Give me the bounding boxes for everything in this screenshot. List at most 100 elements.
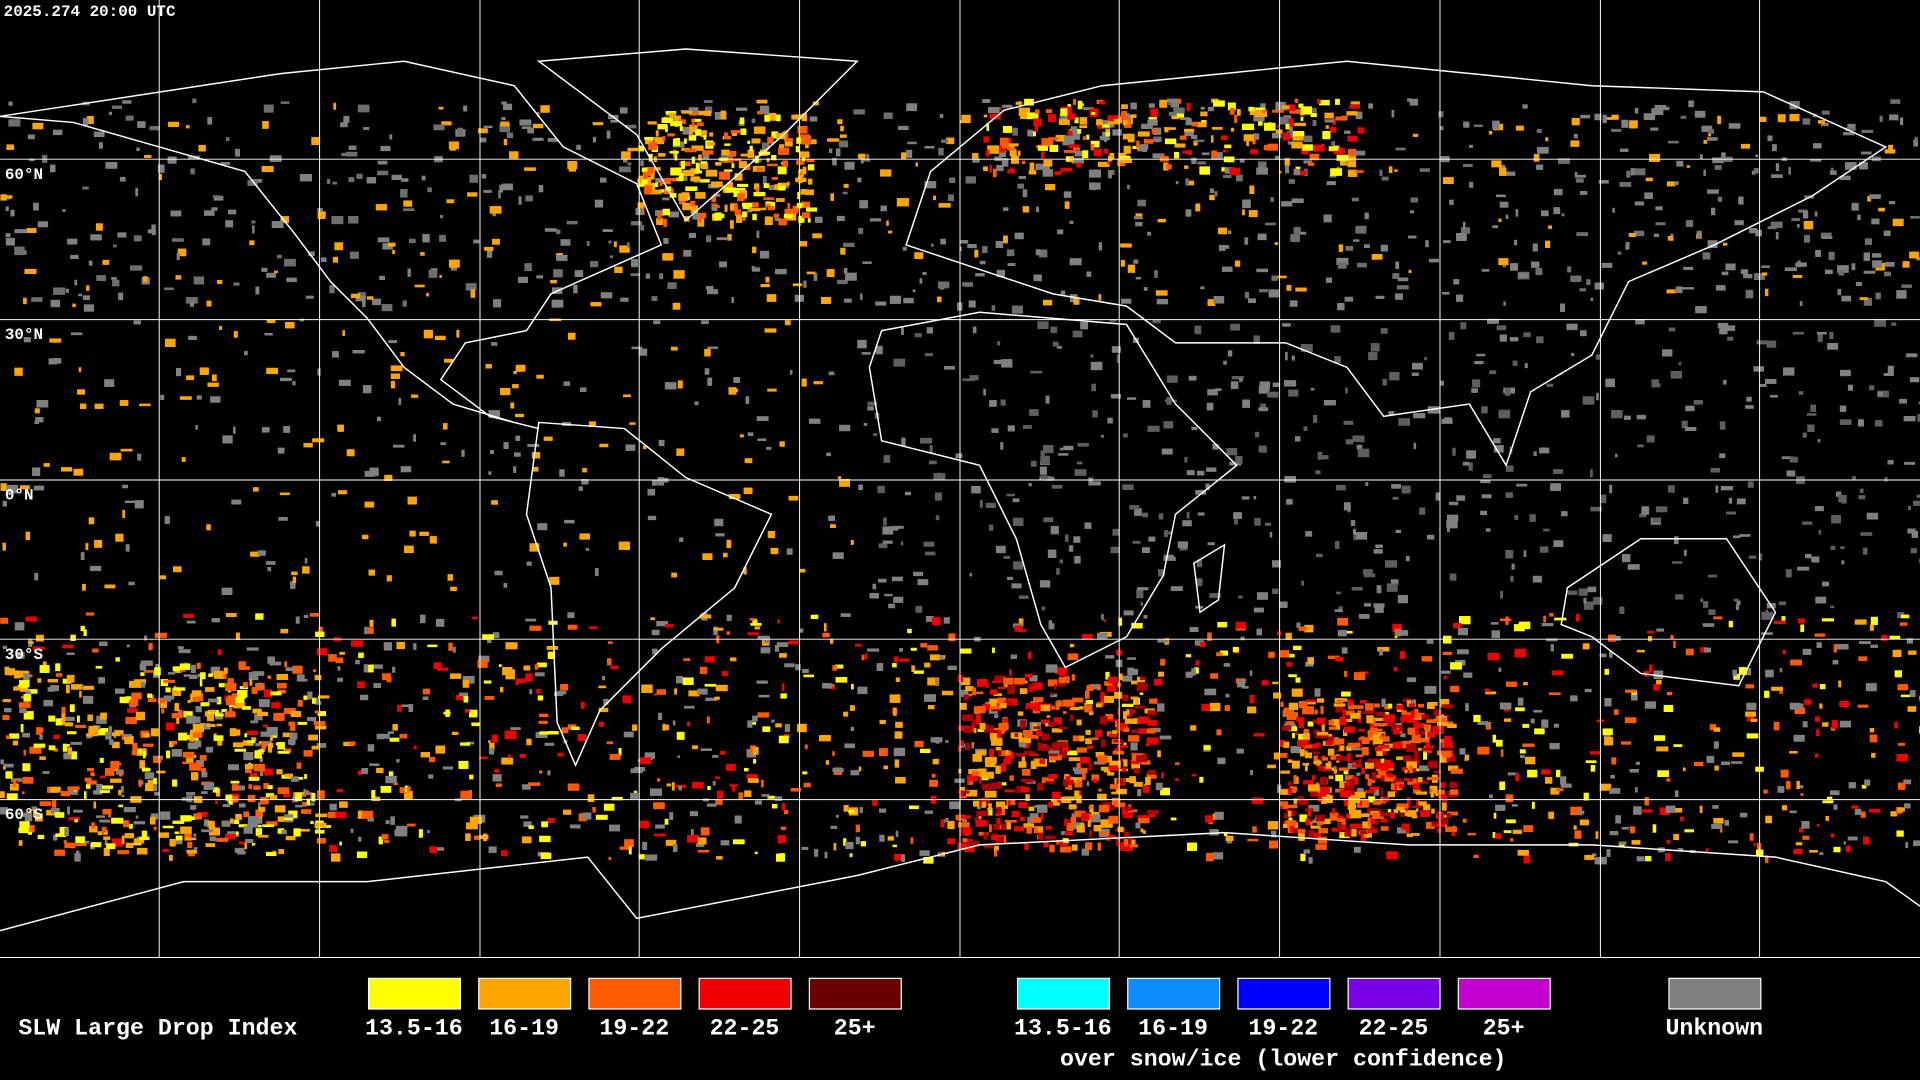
cloud-pixel [1427,701,1438,706]
cloud-pixel [225,220,234,228]
cloud-pixel [1004,701,1012,706]
cloud-pixel [384,474,393,481]
cloud-pixel [594,568,599,577]
cloud-pixel [109,452,122,461]
cloud-pixel [993,359,1004,365]
cloud-pixel [1375,295,1385,299]
cloud-pixel [390,365,403,372]
cloud-pixel [1157,569,1165,577]
cloud-pixel [427,644,438,648]
cloud-pixel [1829,790,1840,796]
cloud-pixel [1109,319,1117,322]
cloud-pixel [1223,663,1231,667]
cloud-pixel [1258,121,1263,126]
cloud-pixel [1855,282,1862,286]
cloud-pixel [1132,540,1141,544]
cloud-pixel [193,276,205,285]
cloud-pixel [1390,783,1398,790]
cloud-pixel [1413,413,1426,419]
cloud-pixel [1024,843,1029,851]
cloud-pixel [163,679,176,683]
cloud-pixel [76,715,80,723]
cloud-pixel [287,369,296,373]
cloud-pixel [199,367,209,375]
cloud-pixel [1207,542,1215,546]
cloud-pixel [39,801,51,806]
cloud-pixel [1458,616,1471,625]
cloud-pixel [277,742,285,750]
cloud-pixel [1267,764,1276,769]
cloud-pixel [201,829,214,833]
cloud-pixel [1719,828,1723,833]
cloud-pixel [992,823,1000,830]
cloud-pixel [1290,746,1302,754]
cloud-pixel [1310,387,1315,391]
cloud-pixel [1683,266,1694,271]
cloud-pixel [563,381,570,386]
cloud-pixel [1574,171,1578,178]
cloud-pixel [1226,840,1232,844]
cloud-pixel [948,633,956,642]
cloud-pixel [747,632,759,636]
cloud-pixel [1149,698,1158,704]
cloud-pixel [1426,702,1435,710]
cloud-pixel [140,672,145,676]
cloud-pixel [307,691,313,700]
cloud-pixel [1072,767,1080,772]
cloud-pixel [735,107,748,111]
cloud-pixel [957,675,964,683]
cloud-pixel [1745,405,1754,409]
cloud-pixel [595,814,608,820]
cloud-pixel [1814,753,1819,758]
cloud-pixel [88,260,93,266]
cloud-pixel [573,284,578,294]
cloud-pixel [879,808,887,813]
cloud-pixel [1510,575,1514,582]
cloud-pixel [1293,168,1301,176]
cloud-pixel [1239,158,1245,163]
cloud-pixel [1211,135,1214,143]
cloud-pixel [135,815,139,819]
cloud-pixel [488,846,497,853]
cloud-pixel [292,381,296,386]
cloud-pixel [1037,827,1044,832]
cloud-pixel [186,792,196,796]
cloud-pixel [1419,168,1430,172]
cloud-pixel [1439,126,1444,131]
cloud-pixel [971,742,975,749]
cloud-pixel [1613,635,1621,641]
cloud-pixel [317,790,325,799]
cloud-pixel [265,561,276,565]
cloud-pixel [1897,782,1906,790]
cloud-pixel [1531,261,1540,268]
cloud-pixel [1303,426,1308,431]
cloud-pixel [1235,621,1247,629]
cloud-pixel [677,380,683,389]
cloud-pixel [1335,774,1344,782]
cloud-pixel [1915,256,1920,261]
cloud-pixel [263,783,269,789]
cloud-pixel [780,693,787,699]
cloud-pixel [1659,807,1671,816]
cloud-pixel [14,367,23,376]
cloud-pixel [983,114,988,118]
cloud-pixel [845,841,854,850]
cloud-pixel [715,533,725,537]
cloud-pixel [1738,667,1747,675]
cloud-pixel [967,841,980,847]
cloud-pixel [774,796,783,801]
cloud-pixel [1446,755,1456,763]
cloud-pixel [1023,823,1035,828]
cloud-pixel [1905,842,1909,849]
cloud-pixel [133,320,141,325]
cloud-pixel [1492,120,1500,130]
cloud-pixel [623,731,634,738]
cloud-pixel [1148,117,1157,120]
cloud-pixel [1493,812,1497,819]
cloud-pixel [282,732,294,738]
cloud-pixel [659,180,663,187]
cloud-pixel [1074,469,1087,476]
cloud-pixel [39,734,43,740]
cloud-pixel [1126,709,1130,716]
cloud-pixel [1323,768,1333,772]
